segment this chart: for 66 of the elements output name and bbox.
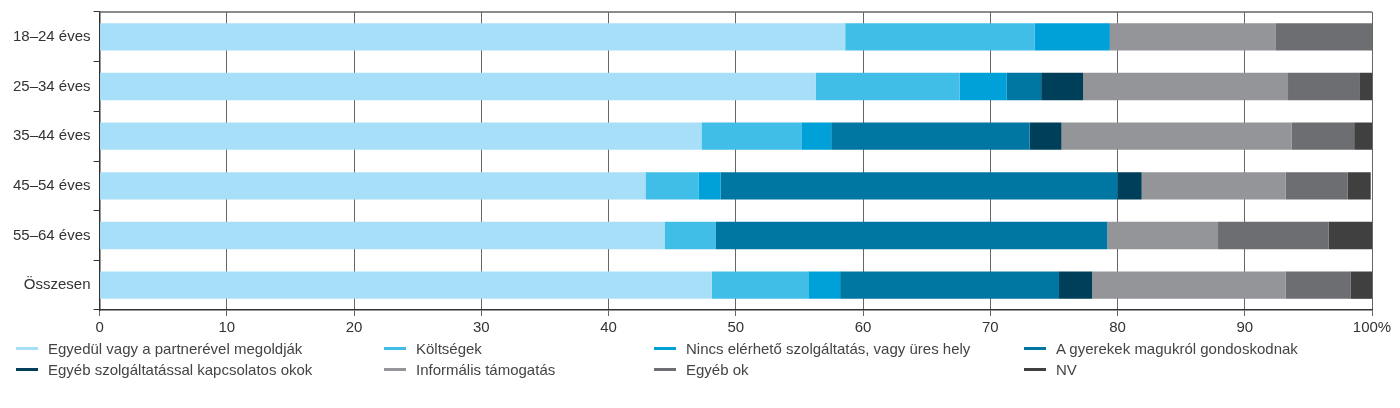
bar [100, 23, 846, 51]
bar [1285, 271, 1351, 299]
bar [831, 122, 1030, 150]
x-tick-label: 0 [95, 318, 104, 336]
legend-label: Informális támogatás [416, 361, 556, 378]
legend-label: A gyerekek magukról gondoskodnak [1056, 340, 1298, 357]
bar [100, 172, 646, 200]
legend-label: Költségek [416, 340, 482, 357]
bar [1117, 172, 1142, 200]
bar [1350, 271, 1372, 299]
x-tick-label: 60 [854, 318, 872, 336]
y-tick-label: 45–54 éves [12, 175, 91, 193]
x-tick-label: 100% [1352, 318, 1392, 336]
bar [1006, 72, 1042, 101]
bar [100, 72, 816, 101]
bar [1058, 271, 1093, 299]
x-tick-label: 30 [472, 318, 490, 336]
y-tick-label: 55–64 éves [12, 225, 91, 243]
bar [664, 221, 716, 250]
bar [1288, 72, 1360, 101]
legend-label: Nincs elérhető szolgáltatás, vagy üres hely [686, 340, 971, 357]
bar [1061, 122, 1292, 150]
y-tick-label: 35–44 éves [12, 126, 91, 144]
bar [1141, 172, 1286, 200]
y-tick-label: 25–34 éves [12, 76, 91, 94]
bar [1359, 72, 1372, 101]
legend-label: Egyedül vagy a partnerével megoldják [48, 340, 303, 357]
bar [1029, 122, 1062, 150]
bar [845, 23, 1035, 51]
bar [1354, 122, 1372, 150]
x-tick-label: 50 [727, 318, 745, 336]
bar [1347, 172, 1371, 200]
y-tick-label: 18–24 éves [12, 26, 91, 44]
bar [815, 72, 960, 101]
x-tick-label: 40 [600, 318, 617, 336]
x-tick-label: 90 [1236, 318, 1254, 336]
legend-label: Egyéb szolgáltatással kapcsolatos okok [48, 361, 313, 378]
x-tick-label: 70 [981, 318, 999, 336]
bar [711, 271, 809, 299]
bar [701, 122, 802, 150]
bar [959, 72, 1007, 101]
legend-label: NV [1056, 361, 1077, 378]
bar [1328, 221, 1372, 250]
bar [1109, 23, 1276, 51]
bar [1291, 122, 1355, 150]
bar [645, 172, 699, 200]
bar [808, 271, 841, 299]
bar [1041, 72, 1084, 101]
bar [715, 221, 1108, 250]
bar [1034, 23, 1110, 51]
bar [100, 271, 712, 299]
bar [1083, 72, 1289, 101]
x-tick-label: 20 [345, 318, 363, 336]
bar [801, 122, 832, 150]
bar [840, 271, 1059, 299]
legend-label: Egyéb ok [686, 361, 749, 378]
bar [698, 172, 721, 200]
y-tick-label: Összesen [23, 275, 91, 293]
x-tick-label: 80 [1109, 318, 1126, 336]
bar [100, 221, 665, 250]
bar [1107, 221, 1219, 250]
bar [100, 122, 702, 150]
x-tick-label: 10 [218, 318, 236, 336]
bar [720, 172, 1118, 200]
bar [1285, 172, 1348, 200]
bar [1092, 271, 1286, 299]
